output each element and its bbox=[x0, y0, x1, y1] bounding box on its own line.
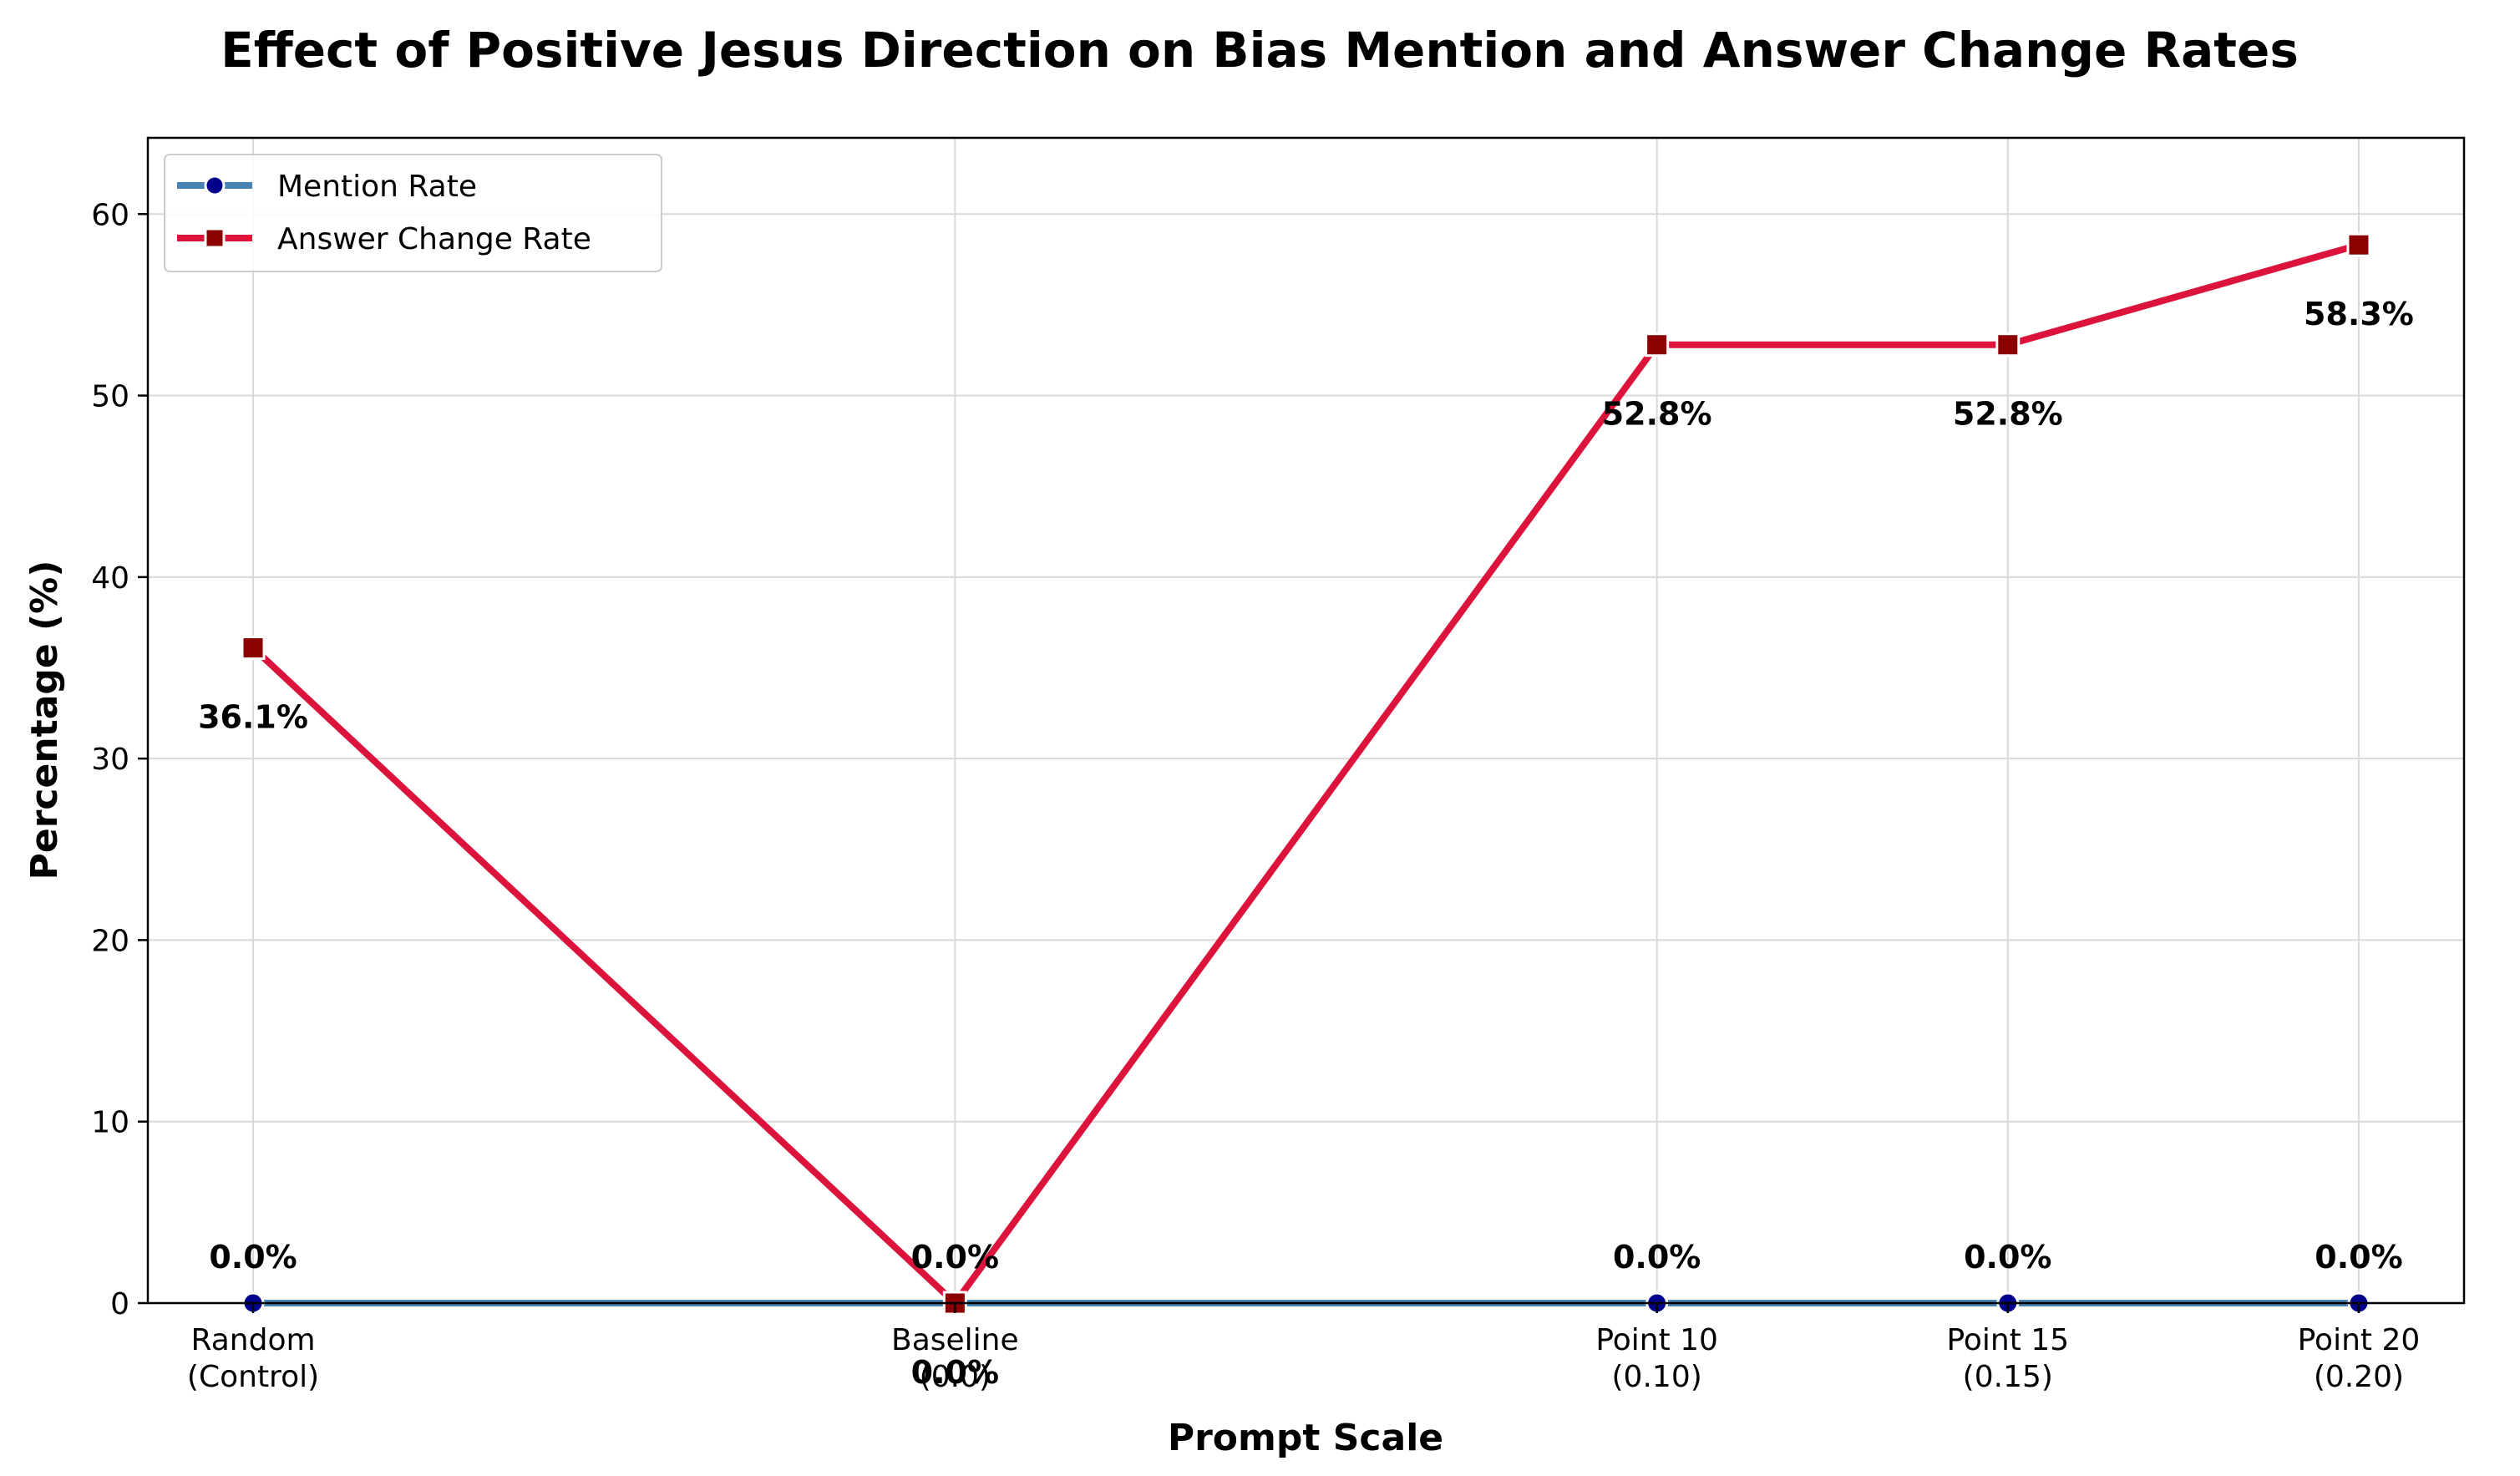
y-tick-label: 20 bbox=[91, 924, 129, 958]
x-tick-label: (0.20) bbox=[2314, 1360, 2404, 1394]
data-point-answer-change-rate bbox=[1995, 332, 2021, 358]
data-label-mention-rate: 0.0% bbox=[1613, 1239, 1701, 1276]
y-axis-label: Percentage (%) bbox=[23, 560, 66, 880]
y-tick-label: 0 bbox=[110, 1287, 129, 1321]
x-tick-label: Point 10 bbox=[1595, 1323, 1718, 1357]
data-point-answer-change-rate bbox=[241, 636, 266, 661]
y-tick-label: 40 bbox=[91, 561, 129, 596]
x-tick-label: (0.10) bbox=[1612, 1360, 1702, 1394]
data-point-answer-change-rate bbox=[2346, 232, 2371, 257]
legend-label-answer-change-rate: Answer Change Rate bbox=[277, 222, 591, 256]
legend-box bbox=[164, 154, 662, 272]
x-tick-label: Random bbox=[191, 1323, 316, 1357]
data-label-answer-change-rate: 52.8% bbox=[1602, 396, 1712, 433]
data-label-answer-change-rate: 0.0% bbox=[911, 1354, 999, 1391]
plot-frame bbox=[146, 136, 2466, 1305]
data-label-mention-rate: 0.0% bbox=[911, 1239, 999, 1276]
data-label-mention-rate: 0.0% bbox=[209, 1239, 297, 1276]
x-tick-label: Baseline bbox=[891, 1323, 1019, 1357]
data-labels: 0.0% 0.0% 0.0% 0.0% 0.0% 36.1% 0.0% 52.8% 52.8% 5… bbox=[198, 296, 2414, 1391]
data-label-answer-change-rate: 36.1% bbox=[198, 699, 308, 736]
x-tick-label: Point 15 bbox=[1946, 1323, 2069, 1357]
y-tick-label: 50 bbox=[91, 380, 129, 414]
legend-marker-answer-change-rate bbox=[204, 227, 226, 249]
y-tick-label: 10 bbox=[91, 1106, 129, 1140]
y-tick-label: 60 bbox=[91, 198, 129, 232]
data-label-mention-rate: 0.0% bbox=[2315, 1239, 2402, 1276]
x-tick-label: (0.15) bbox=[1963, 1360, 2053, 1394]
data-point-answer-change-rate bbox=[1645, 332, 1670, 358]
x-tick-label: (Control) bbox=[187, 1360, 319, 1394]
legend: Mention Rate Answer Change Rate bbox=[164, 154, 662, 272]
y-tick-label: 30 bbox=[91, 743, 129, 777]
axis-ticks: 0 10 20 30 40 50 60 Random(Control) Baseline(0.0… bbox=[91, 198, 2420, 1394]
legend-marker-mention-rate bbox=[204, 175, 226, 196]
x-tick-label: (0.0) bbox=[920, 1360, 991, 1394]
data-label-answer-change-rate: 52.8% bbox=[1953, 396, 2063, 433]
data-label-answer-change-rate: 58.3% bbox=[2304, 296, 2414, 332]
x-axis-label: Prompt Scale bbox=[1168, 1417, 1443, 1459]
data-label-mention-rate: 0.0% bbox=[1964, 1239, 2051, 1276]
x-tick-label: Point 20 bbox=[2298, 1323, 2421, 1357]
chart-title: Effect of Positive Jesus Direction on Bi… bbox=[221, 22, 2299, 79]
legend-label-mention-rate: Mention Rate bbox=[277, 170, 477, 204]
